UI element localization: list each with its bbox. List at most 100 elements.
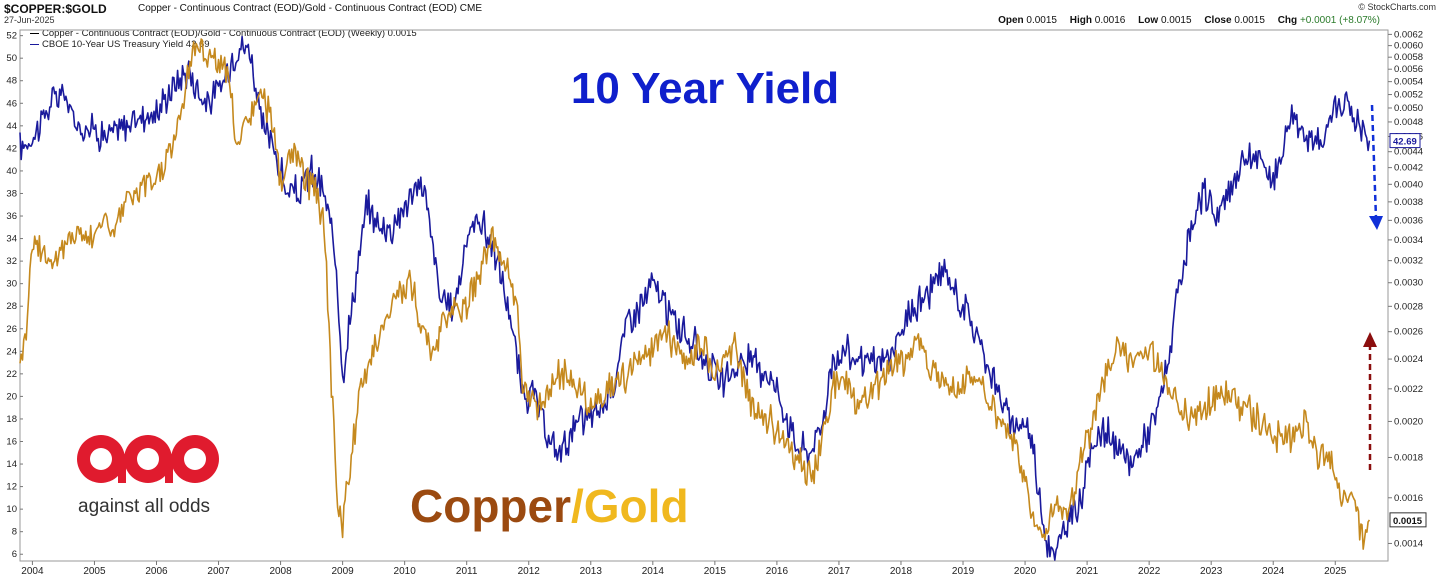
right-tick-label: 0.0022 bbox=[1394, 384, 1423, 395]
x-tick-label: 2020 bbox=[1014, 566, 1037, 577]
close-value: 0.0015 bbox=[1234, 15, 1265, 26]
logo-ring-hole bbox=[90, 448, 112, 470]
x-tick-label: 2013 bbox=[580, 566, 603, 577]
left-tick-label: 38 bbox=[6, 188, 17, 199]
right-tick-label: 0.0050 bbox=[1394, 103, 1423, 114]
right-tick-label: 0.0016 bbox=[1394, 493, 1423, 504]
left-tick-label: 22 bbox=[6, 369, 17, 380]
x-tick-label: 2016 bbox=[766, 566, 789, 577]
right-tick-label: 0.0030 bbox=[1394, 278, 1423, 289]
x-tick-label: 2004 bbox=[21, 566, 44, 577]
legend-swatch bbox=[30, 43, 39, 45]
close-label: Close bbox=[1204, 15, 1232, 26]
left-tick-label: 18 bbox=[6, 414, 17, 425]
right-tick-label: 0.0020 bbox=[1394, 416, 1423, 427]
left-tick-label: 44 bbox=[6, 121, 17, 132]
copper-gold-last-value-label: 0.0015 bbox=[1393, 516, 1423, 527]
copper-gold-last-value-box bbox=[1389, 512, 1427, 528]
copper-gold-annotation-title: Copper/Gold bbox=[410, 480, 689, 532]
right-tick-label: 0.0056 bbox=[1394, 64, 1423, 75]
left-tick-label: 32 bbox=[6, 256, 17, 267]
chart-legend: Copper - Continuous Contract (EOD)/Gold … bbox=[30, 28, 417, 50]
legend-swatch bbox=[30, 32, 39, 34]
right-tick-label: 0.0044 bbox=[1394, 147, 1423, 158]
left-tick-label: 6 bbox=[12, 549, 17, 560]
left-tick-label: 30 bbox=[6, 279, 17, 290]
left-tick-label: 40 bbox=[6, 166, 17, 177]
low-value: 0.0015 bbox=[1160, 15, 1192, 26]
left-tick-label: 20 bbox=[6, 391, 17, 402]
x-tick-label: 2009 bbox=[331, 566, 354, 577]
left-tick-label: 26 bbox=[6, 324, 17, 335]
x-tick-label: 2018 bbox=[890, 566, 913, 577]
legend-label: CBOE 10-Year US Treasury Yield 42.69 bbox=[42, 39, 210, 50]
plot-frame bbox=[19, 29, 1389, 562]
left-tick-label: 8 bbox=[12, 527, 17, 538]
left-tick-label: 48 bbox=[6, 76, 17, 87]
left-tick-label: 28 bbox=[6, 301, 17, 312]
copper-gold-series-line bbox=[19, 38, 1371, 550]
low-label: Low bbox=[1138, 15, 1159, 26]
x-tick-label: 2024 bbox=[1262, 566, 1285, 577]
right-tick-label: 0.0048 bbox=[1394, 117, 1423, 128]
aao-logo-icon bbox=[77, 435, 219, 483]
blue-down-arrow-shaft bbox=[1370, 104, 1378, 219]
right-tick-label: 0.0036 bbox=[1394, 215, 1423, 226]
x-tick-label: 2008 bbox=[269, 566, 292, 577]
x-tick-label: 2005 bbox=[83, 566, 106, 577]
legend-label: Copper - Continuous Contract (EOD)/Gold … bbox=[42, 28, 417, 39]
red-up-arrow-head bbox=[1363, 332, 1377, 347]
yield-annotation-title: 10 Year Yield bbox=[571, 64, 839, 113]
right-tick-label: 0.0058 bbox=[1394, 52, 1423, 63]
right-tick-label: 0.0038 bbox=[1394, 197, 1423, 208]
left-tick-label: 34 bbox=[6, 234, 17, 245]
x-tick-label: 2017 bbox=[828, 566, 851, 577]
logo-text: against all odds bbox=[78, 496, 211, 517]
yield-last-value-label: 42.69 bbox=[1393, 137, 1417, 148]
stockcharts-brand: © StockCharts.com bbox=[1358, 2, 1436, 12]
left-tick-label: 16 bbox=[6, 436, 17, 447]
left-tick-label: 24 bbox=[6, 346, 17, 357]
right-tick-label: 0.0054 bbox=[1394, 77, 1423, 88]
x-tick-label: 2006 bbox=[145, 566, 168, 577]
x-tick-label: 2007 bbox=[207, 566, 230, 577]
left-tick-label: 42 bbox=[6, 143, 17, 154]
right-tick-label: 0.0024 bbox=[1394, 354, 1423, 365]
right-tick-label: 0.0040 bbox=[1394, 179, 1423, 190]
ohlc-readout: Open 0.0015 High 0.0016 Low 0.0015 Close… bbox=[988, 15, 1380, 26]
blue-down-arrow-head bbox=[1369, 216, 1383, 230]
gold-word: /Gold bbox=[571, 480, 689, 532]
left-tick-label: 46 bbox=[6, 98, 17, 109]
left-tick-label: 36 bbox=[6, 211, 17, 222]
right-tick-label: 0.0062 bbox=[1394, 29, 1423, 40]
legend-item-yield: CBOE 10-Year US Treasury Yield 42.69 bbox=[30, 39, 417, 50]
right-tick-label: 0.0032 bbox=[1394, 256, 1423, 267]
right-tick-label: 0.0042 bbox=[1394, 163, 1423, 174]
chg-label: Chg bbox=[1277, 15, 1298, 26]
x-tick-label: 2015 bbox=[704, 566, 727, 577]
chart-symbol: $COPPER:$GOLD bbox=[4, 2, 107, 16]
x-tick-label: 2012 bbox=[518, 566, 541, 577]
x-tick-label: 2025 bbox=[1324, 566, 1347, 577]
left-tick-label: 12 bbox=[6, 482, 17, 493]
left-tick-label: 10 bbox=[6, 504, 17, 515]
right-tick-label: 0.0018 bbox=[1394, 452, 1423, 463]
chart-symbol-description: Copper - Continuous Contract (EOD)/Gold … bbox=[138, 3, 483, 14]
right-tick-label: 0.0052 bbox=[1394, 90, 1423, 101]
logo-ring-hole bbox=[137, 448, 159, 470]
open-label: Open bbox=[998, 15, 1024, 26]
right-tick-label: 0.0028 bbox=[1394, 301, 1423, 312]
x-tick-label: 2011 bbox=[456, 566, 478, 577]
logo-stem bbox=[118, 459, 126, 483]
left-tick-label: 50 bbox=[6, 53, 17, 64]
x-tick-label: 2023 bbox=[1200, 566, 1223, 577]
legend-item-copper-gold: Copper - Continuous Contract (EOD)/Gold … bbox=[30, 28, 417, 39]
logo-stem bbox=[165, 459, 173, 483]
open-value: 0.0015 bbox=[1026, 15, 1057, 26]
high-value: 0.0016 bbox=[1094, 15, 1126, 26]
right-tick-label: 0.0014 bbox=[1394, 538, 1423, 549]
chg-value: +0.0001 (+8.07%) bbox=[1299, 15, 1380, 26]
right-tick-label: 0.0060 bbox=[1394, 41, 1423, 52]
x-tick-label: 2010 bbox=[394, 566, 417, 577]
